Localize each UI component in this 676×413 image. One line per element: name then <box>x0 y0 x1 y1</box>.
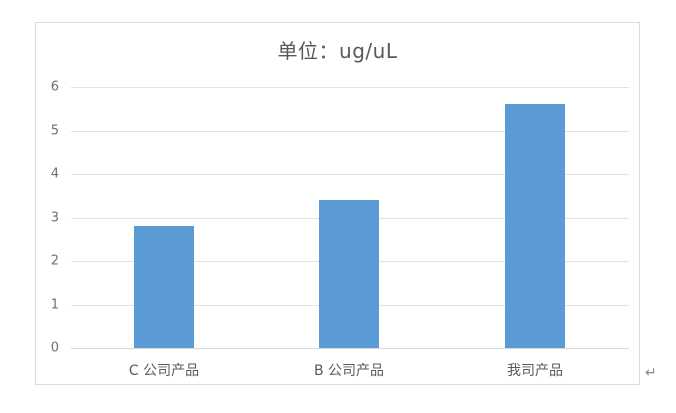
plot-area: 6 5 4 3 2 1 0 C 公司产品 B 公司产品 我司产品 <box>51 80 629 379</box>
bar-2[interactable] <box>505 104 565 348</box>
chart-frame[interactable]: 单位：ug/uL 6 5 4 3 2 1 0 C 公司产品 B 公司产品 我司 <box>35 22 640 385</box>
y-tick-label-2: 2 <box>50 253 59 269</box>
y-tick-label-0: 0 <box>50 340 59 356</box>
gridline-4: 4 <box>51 167 629 182</box>
bar-1[interactable] <box>319 200 379 348</box>
y-tick-label-5: 5 <box>50 123 59 138</box>
axis-zero-line: 0 <box>51 341 629 356</box>
y-tick-label-6: 6 <box>50 79 59 95</box>
x-tick-label-0: C 公司产品 <box>128 363 200 379</box>
y-tick-label-3: 3 <box>50 210 59 225</box>
paragraph-mark-icon: ↵ <box>645 365 657 381</box>
chart-title: 单位：ug/uL <box>277 39 398 63</box>
gridline-6: 6 <box>51 80 629 95</box>
bar-0[interactable] <box>134 226 194 348</box>
y-tick-label-4: 4 <box>50 166 59 182</box>
y-tick-label-1: 1 <box>50 297 59 312</box>
x-tick-label-2: 我司产品 <box>507 363 563 379</box>
gridline-5: 5 <box>51 123 629 138</box>
x-tick-label-1: B 公司产品 <box>313 363 385 379</box>
